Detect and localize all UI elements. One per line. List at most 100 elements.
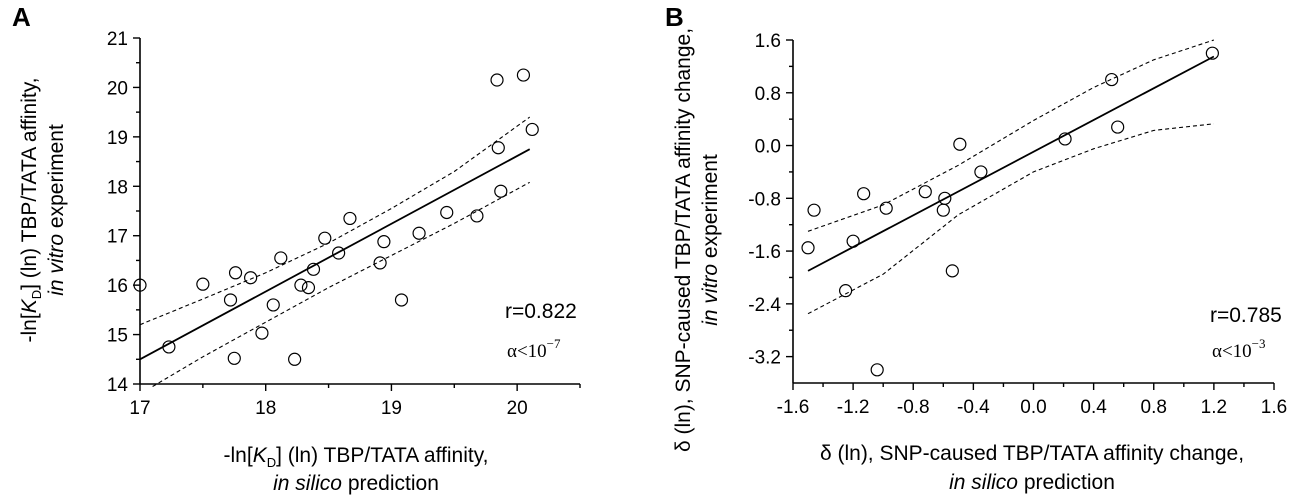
panel-a-data-point (294, 278, 308, 292)
panel-a-x-tick-label: 17 (129, 398, 150, 419)
panel-a-alpha-base: α<10 (507, 341, 547, 362)
panel-b-data-point (953, 137, 967, 151)
panel-b-data-point (918, 185, 932, 199)
panel-b-chart: -1.6 -1.2 -0.8 -0.4 0.0 0.4 0.8 1.2 1.6 1.6 0.8 0.0… (748, 31, 1287, 418)
panel-a-fit-line (139, 148, 531, 361)
panel-b-alpha-base: α<10 (1212, 341, 1252, 362)
panel-a-data-point (162, 340, 176, 354)
panel-b-data-point (936, 203, 950, 217)
panel-a-y-tick-label: 18 (107, 177, 128, 198)
panel-a-data-point (227, 351, 241, 365)
panel-b-x-tick-label: -1.6 (777, 397, 810, 418)
panel-b-alpha-exp: −3 (1252, 336, 1266, 351)
panel-b-y-tick-label: -0.8 (748, 189, 781, 210)
panel-b-ylabel-line1: δ (ln), SNP-caused TBP/TATA affinity cha… (672, 28, 695, 452)
panel-b-data-point (938, 191, 952, 205)
panel-a-chart: 17 18 19 20 14 15 16 17 18 19 20 21 (107, 29, 581, 419)
panel-a-data-point (318, 231, 332, 245)
panel-a-y-tick-label: 15 (107, 326, 128, 347)
panel-a-x-tick-label: 18 (255, 398, 276, 419)
panel-b-x-tick-label: -0.4 (957, 397, 990, 418)
panel-a-data-point (255, 326, 269, 340)
panel-a-ci-upper (139, 116, 531, 326)
panel-a-data-point (274, 251, 288, 265)
panel-b-r-value: r=0.785 (1210, 304, 1282, 327)
panel-a-data-point (332, 246, 346, 260)
panel-a-data-point (440, 205, 454, 220)
panel-b-data-point (974, 165, 988, 179)
panel-a-data-point (343, 211, 357, 226)
panel-a-data-point (373, 256, 387, 270)
panel-a-ci-lower (152, 181, 530, 387)
panel-a-data-point (228, 266, 243, 280)
panel-b-ci-upper (807, 39, 1215, 232)
panel-a-y-tick-label: 16 (107, 276, 128, 297)
panel-a-data-point (494, 184, 508, 198)
panel-a-y-tick-label: 14 (107, 375, 129, 396)
panel-a-y-tick-label: 19 (107, 128, 128, 149)
panel-b-data-point (846, 234, 860, 248)
panel-b-data-point (1058, 132, 1072, 146)
panel-b-data-point (1105, 72, 1119, 87)
panel-a-data-point (516, 68, 531, 82)
panel-a-y-tick-label: 17 (107, 227, 128, 248)
panel-b-data-point (801, 241, 815, 255)
panel-a-data-point (394, 293, 409, 307)
panel-b-data-point (945, 264, 959, 278)
panel-b-x-tick-label: 0.4 (1080, 397, 1107, 418)
panel-a-data-point (491, 141, 505, 155)
panel-a-alpha: α<10−7 (507, 336, 561, 362)
panel-a-r-value: r=0.822 (505, 300, 577, 323)
panel-a-xlabel-line2: in silico prediction (273, 472, 439, 495)
panel-b-data-point (1111, 120, 1125, 134)
panel-b-data-point (857, 187, 871, 201)
panel-a-data-point (266, 298, 280, 312)
panel-a-data-point (244, 271, 258, 285)
panel-b-data-point (807, 203, 821, 217)
panel-b-x-tick-label: 1.6 (1261, 397, 1287, 418)
panel-b-alpha: α<10−3 (1212, 336, 1266, 362)
panel-b-letter: B (665, 2, 684, 32)
panel-a-y-tick-label: 20 (107, 78, 128, 99)
panel-a-data-point (412, 226, 426, 240)
panel-b-x-tick-label: -0.8 (897, 397, 930, 418)
panel-a-x-tick-label: 19 (381, 398, 402, 419)
panel-a-xlabel-line1: -ln[KD] (ln) TBP/TATA affinity, (224, 444, 489, 470)
panel-b-x-tick-label: 0.0 (1020, 397, 1046, 418)
panel-a-data-point (288, 352, 302, 366)
panel-b-data-point (1205, 46, 1219, 60)
panel-b-y-tick-label: 0.0 (755, 137, 781, 158)
panel-a-x-tick-label: 20 (507, 398, 528, 419)
panel-b-y-tick-label: -3.2 (748, 348, 781, 369)
panel-a-data-point (306, 262, 321, 276)
panel-a-data-point (196, 277, 210, 291)
panel-a-y-tick-label: 21 (107, 29, 128, 50)
panel-b-ylabel-line2: in vitro experiment (699, 154, 722, 326)
panel-a-data-point (223, 293, 238, 307)
panel-a-data-point (133, 278, 147, 292)
panel-b-xlabel-line2: in silico prediction (949, 471, 1115, 494)
panel-b-x-tick-label: -1.2 (837, 397, 870, 418)
panel-a-data-point (490, 73, 504, 87)
panel-b-y-tick-label: -1.6 (748, 242, 781, 263)
panel-b-y-tick-label: -2.4 (748, 295, 781, 316)
panel-b-y-tick-label: 1.6 (755, 31, 781, 52)
panel-b-data-point (870, 363, 884, 377)
panel-a-ylabel-line2: in vitro experiment (45, 124, 68, 296)
panel-b-x-tick-label: 0.8 (1141, 397, 1167, 418)
panel-a-data-point (525, 122, 539, 137)
panel-b-y-tick-label: 0.8 (755, 84, 781, 105)
panel-b-xlabel-line1: δ (ln), SNP-caused TBP/TATA affinity cha… (820, 442, 1244, 465)
panel-b-x-tick-label: 1.2 (1201, 397, 1227, 418)
panel-b-ci-lower (807, 123, 1214, 315)
panel-a-letter: A (12, 2, 31, 32)
panel-a-ylabel-line1: -ln[KD] (ln) TBP/TATA affinity, (18, 78, 44, 343)
panel-a-data-point (377, 235, 391, 249)
panel-b-data-point (879, 201, 893, 215)
panel-b-fit-line (807, 55, 1215, 272)
panel-a-data-point (301, 281, 316, 295)
panel-a-alpha-exp: −7 (547, 336, 561, 351)
panel-b-data-point (839, 284, 853, 298)
panel-a-data-point (470, 209, 484, 223)
